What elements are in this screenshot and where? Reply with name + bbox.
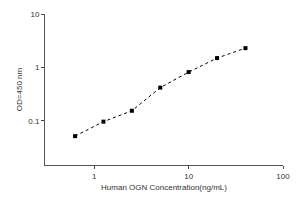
svg-text:1: 1	[92, 172, 97, 181]
svg-text:Human OGN Concentration(ng/mL): Human OGN Concentration(ng/mL)	[101, 183, 227, 192]
svg-text:100: 100	[276, 172, 290, 181]
svg-text:10: 10	[30, 10, 39, 19]
svg-text:10: 10	[184, 172, 193, 181]
svg-text:0.1: 0.1	[28, 117, 40, 126]
svg-text:OD=450 nm: OD=450 nm	[15, 67, 24, 111]
svg-text:1: 1	[35, 63, 40, 72]
